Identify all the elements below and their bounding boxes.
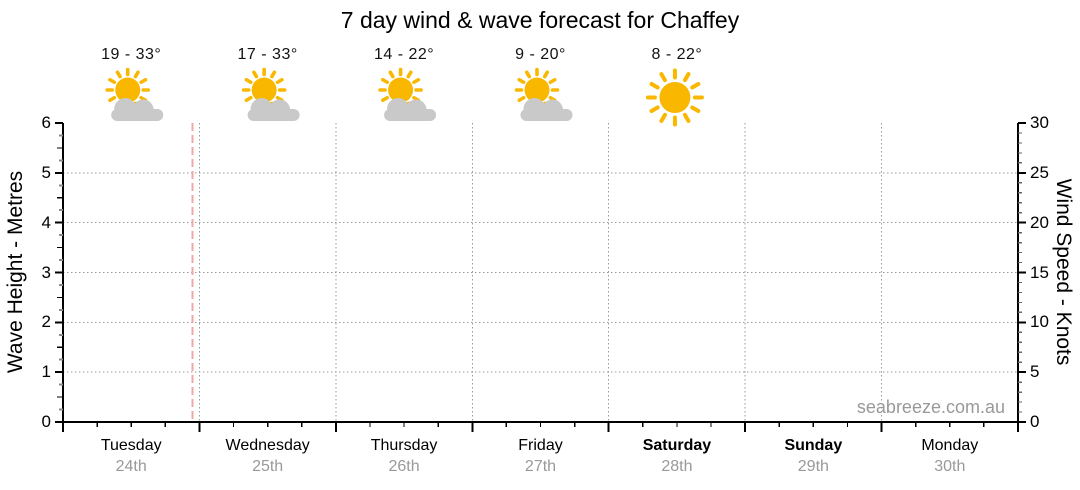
gridlines — [63, 123, 1018, 422]
day-date-label: 27th — [524, 458, 557, 475]
watermark-text: seabreeze.com.au — [856, 397, 1005, 417]
wave-tick-label: 3 — [41, 262, 51, 282]
wind-tick-label: 20 — [1030, 212, 1049, 232]
day-name-label: Friday — [518, 437, 563, 454]
day-name-label: Thursday — [370, 437, 438, 454]
day-name-label: Sunday — [784, 437, 843, 454]
temp-range-label: 8 - 22° — [651, 46, 703, 63]
temp-range-label: 19 - 33° — [101, 46, 162, 63]
wave-tick-label: 1 — [41, 362, 51, 382]
day-name-label: Saturday — [642, 437, 712, 454]
wind-tick-label: 30 — [1030, 113, 1049, 132]
sun-cloud-icon — [514, 67, 573, 121]
wind-tick-label: 25 — [1030, 162, 1049, 182]
day-date-label: 24th — [115, 458, 147, 475]
day-date-label: 25th — [252, 458, 284, 475]
sun-cloud-icon — [105, 67, 164, 121]
wave-axis-ticks — [55, 122, 63, 423]
axes — [62, 123, 1019, 431]
sun-cloud-icon — [378, 67, 437, 121]
wave-tick-label: 6 — [41, 113, 51, 132]
wind-tick-label: 10 — [1030, 312, 1049, 332]
day-date-label: 30th — [934, 458, 966, 475]
temp-range-label: 17 - 33° — [237, 46, 298, 63]
chart-title: 7 day wind & wave forecast for Chaffey — [340, 7, 740, 33]
wave-tick-label: 2 — [41, 312, 51, 332]
day-date-label: 26th — [388, 458, 420, 475]
wave-tick-label: 0 — [41, 412, 51, 431]
day-date-label: 28th — [661, 458, 693, 475]
wave-tick-label: 5 — [41, 162, 51, 182]
wind-tick-label: 0 — [1030, 412, 1040, 431]
temp-range-label: 14 - 22° — [373, 46, 435, 63]
wind-tick-label: 15 — [1030, 262, 1049, 282]
wind-tick-label: 5 — [1030, 362, 1040, 382]
wave-tick-label: 4 — [41, 212, 51, 232]
wind-axis-ticks — [1018, 122, 1026, 423]
day-name-label: Wednesday — [225, 437, 310, 454]
sun-icon — [645, 68, 704, 127]
time-axis-ticks — [62, 422, 1019, 432]
temp-range-label: 9 - 20° — [515, 46, 566, 63]
day-name-label: Tuesday — [100, 437, 162, 454]
sun-cloud-icon — [241, 67, 300, 121]
day-name-label: Monday — [921, 437, 979, 454]
day-date-label: 29th — [797, 458, 829, 475]
